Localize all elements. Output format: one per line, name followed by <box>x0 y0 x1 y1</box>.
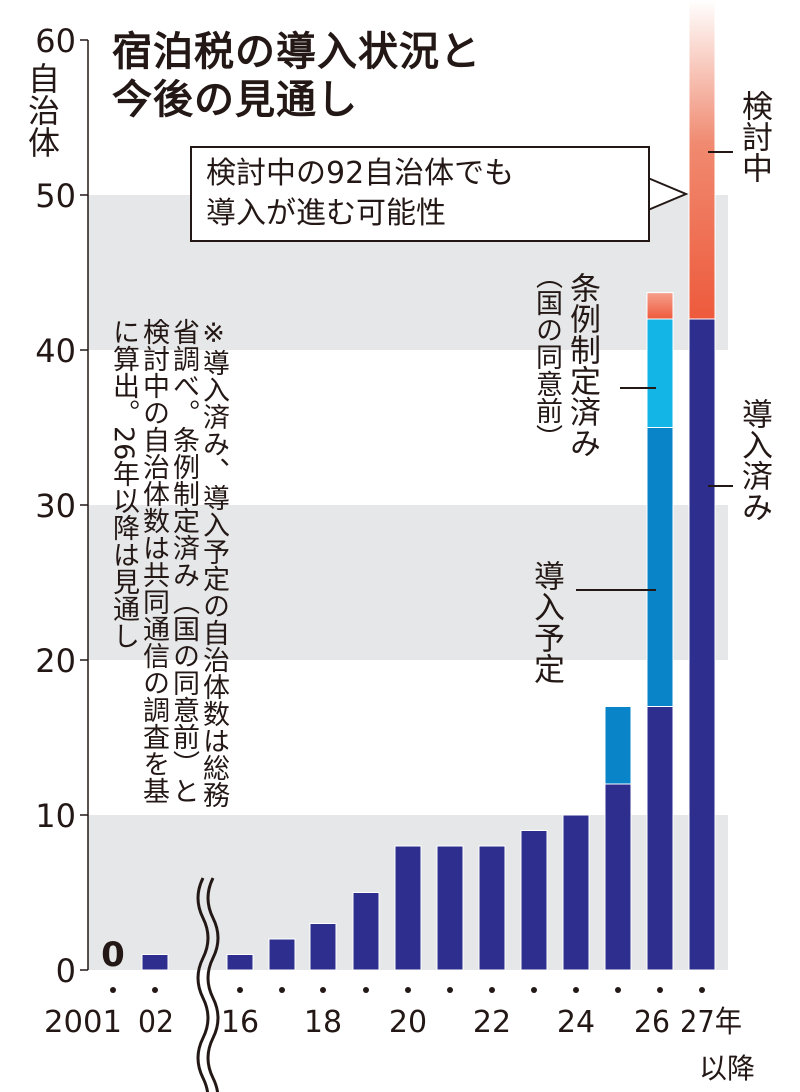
x-tick-dot <box>363 987 369 993</box>
x-tick-label: 26 <box>634 1005 670 1040</box>
bar-25-導入済み <box>604 783 632 971</box>
bar-21-導入済み <box>436 845 464 971</box>
bar-25-導入予定 <box>604 706 632 785</box>
y-tick-label: 0 <box>56 952 76 990</box>
x-tick-label: 16 <box>221 1005 259 1040</box>
x-tick-dot <box>110 987 116 993</box>
y-tick-label: 60 <box>35 22 76 60</box>
label-kentou: 検討中 <box>736 90 772 183</box>
chart-title-line-2: 今後の見通し <box>112 77 358 123</box>
bar-18-導入済み <box>309 923 337 971</box>
bar-26-条例制定済み（国の同意前） <box>646 318 674 428</box>
bar-26-導入予定 <box>646 427 674 707</box>
chart-title: 宿泊税の導入状況と 今後の見通し <box>112 28 481 124</box>
x-tick-dot <box>237 987 243 993</box>
x-tick-dot <box>531 987 537 993</box>
y-tick-label: 30 <box>35 487 76 525</box>
x-tick-label: 20 <box>389 1005 427 1040</box>
x-tick-dot <box>405 987 411 993</box>
bar-16-導入済み <box>226 954 254 971</box>
bar-02-導入済み <box>141 954 169 971</box>
label-yotei: 導入予定 <box>528 560 564 684</box>
bar-24-導入済み <box>562 814 590 971</box>
y-tick-label: 10 <box>35 797 76 835</box>
x-tick-label: 27年 <box>680 1005 742 1040</box>
callout-pointer <box>647 177 689 211</box>
label-jorei: 条例制定済み <box>564 272 600 458</box>
x-tick-label: 18 <box>304 1005 342 1040</box>
x-tick-dot <box>573 987 579 993</box>
label-zumi: 導入済み <box>736 398 772 522</box>
x-tick-dot <box>152 987 158 993</box>
x-tick-dot <box>489 987 495 993</box>
bar-22-導入済み <box>478 845 506 971</box>
bar-17-導入済み <box>268 938 296 971</box>
y-tick-label: 50 <box>35 177 76 215</box>
bar-26-導入済み <box>646 706 674 971</box>
callout-box: 検討中の92自治体でも 導入が進む可能性 <box>190 146 650 242</box>
label-jorei-sub: （国の同意前） <box>531 262 562 451</box>
y-axis-label: 自治体 <box>23 62 61 158</box>
x-tick-dot <box>320 987 326 993</box>
chart-title-line-1: 宿泊税の導入状況と <box>112 29 481 75</box>
x-tick-label: 02 <box>138 1005 174 1040</box>
grid-band <box>88 505 728 660</box>
bar-20-導入済み <box>394 845 422 971</box>
bar-19-導入済み <box>352 892 380 971</box>
axis-break-icon <box>196 877 210 1092</box>
x-tick-label: 24 <box>557 1005 595 1040</box>
x-tick-dot <box>279 987 285 993</box>
x-tick-dot <box>699 987 705 993</box>
source-note: ※導入済み、導入予定の自治体数は総務省調べ。条例制定済み（国の同意前）と検討中の… <box>108 318 229 808</box>
y-tick-label: 20 <box>35 642 76 680</box>
x-tick-label: 2001 <box>44 1005 122 1040</box>
bar-23-導入済み <box>520 830 548 971</box>
axis-break-icon <box>206 877 220 1092</box>
bar-27年以降-検討中 <box>688 0 716 320</box>
x-tick-dot <box>447 987 453 993</box>
zero-value-label: 0 <box>101 935 125 975</box>
bar-26-検討中 <box>646 292 674 320</box>
x-tick-dot <box>615 987 621 993</box>
x-tick-dot <box>657 987 663 993</box>
callout-line-2: 導入が進む可能性 <box>206 196 446 231</box>
x-tick-sublabel: 以降 <box>699 1052 755 1085</box>
x-tick-label: 22 <box>473 1005 511 1040</box>
y-tick-label: 40 <box>35 332 76 370</box>
bar-27年以降-導入済み <box>688 318 716 971</box>
callout-line-1: 検討中の92自治体でも <box>206 156 515 191</box>
